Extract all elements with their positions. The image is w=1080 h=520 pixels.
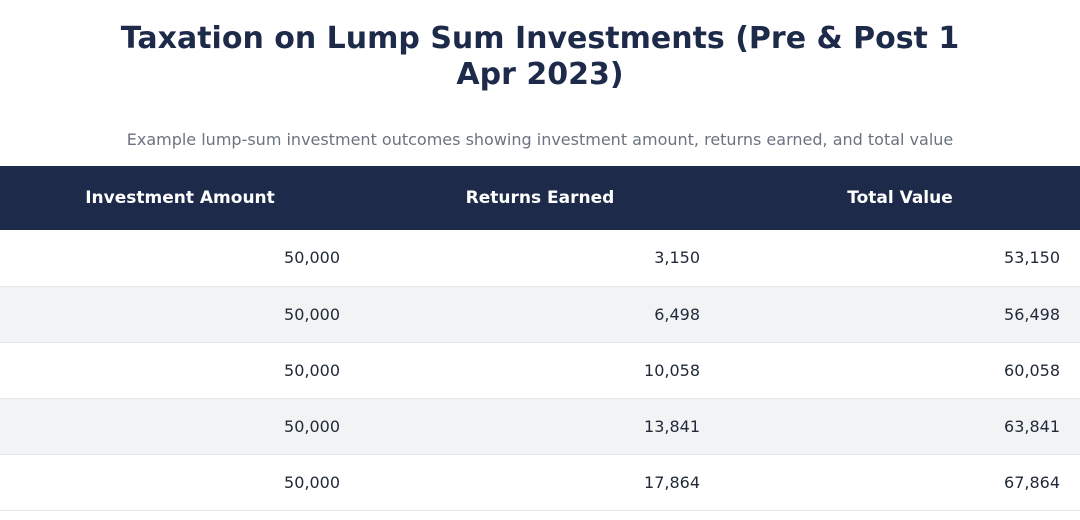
cell-returns-earned: 10,058 xyxy=(644,360,700,380)
cell-investment-amount: 50,000 xyxy=(284,304,340,324)
table-header: Investment Amount Returns Earned Total V… xyxy=(0,166,1080,230)
cell-total-value: 53,150 xyxy=(1004,248,1060,268)
table-body: 50,000 3,150 53,150 50,000 6,498 56,498 … xyxy=(0,230,1080,510)
table-row: 50,000 6,498 56,498 xyxy=(0,286,1080,342)
table-row: 50,000 3,150 53,150 xyxy=(0,230,1080,286)
column-header-returns-earned: Returns Earned xyxy=(465,188,615,208)
table-subtitle: Example lump-sum investment outcomes sho… xyxy=(126,130,954,149)
data-table: Investment Amount Returns Earned Total V… xyxy=(0,166,1080,511)
table-row: 50,000 13,841 63,841 xyxy=(0,398,1080,454)
column-header-total-value: Total Value xyxy=(847,188,953,208)
cell-total-value: 60,058 xyxy=(1004,360,1060,380)
table-row: 50,000 10,058 60,058 xyxy=(0,342,1080,398)
cell-total-value: 63,841 xyxy=(1004,416,1060,436)
cell-investment-amount: 50,000 xyxy=(284,472,340,492)
cell-total-value: 56,498 xyxy=(1004,304,1060,324)
table-title-text: Taxation on Lump Sum Investments (Pre & … xyxy=(120,21,960,92)
cell-investment-amount: 50,000 xyxy=(284,360,340,380)
cell-investment-amount: 50,000 xyxy=(284,416,340,436)
table-row: 50,000 17,864 67,864 xyxy=(0,454,1080,510)
cell-investment-amount: 50,000 xyxy=(284,248,340,268)
cell-returns-earned: 6,498 xyxy=(654,304,700,324)
column-header-investment-amount: Investment Amount xyxy=(85,188,275,208)
cell-total-value: 67,864 xyxy=(1004,472,1060,492)
table-title: Taxation on Lump Sum Investments (Pre & … xyxy=(0,0,1080,93)
cell-returns-earned: 3,150 xyxy=(654,248,700,268)
cell-returns-earned: 13,841 xyxy=(644,416,700,436)
cell-returns-earned: 17,864 xyxy=(644,472,700,492)
header-row: Investment Amount Returns Earned Total V… xyxy=(0,166,1080,230)
